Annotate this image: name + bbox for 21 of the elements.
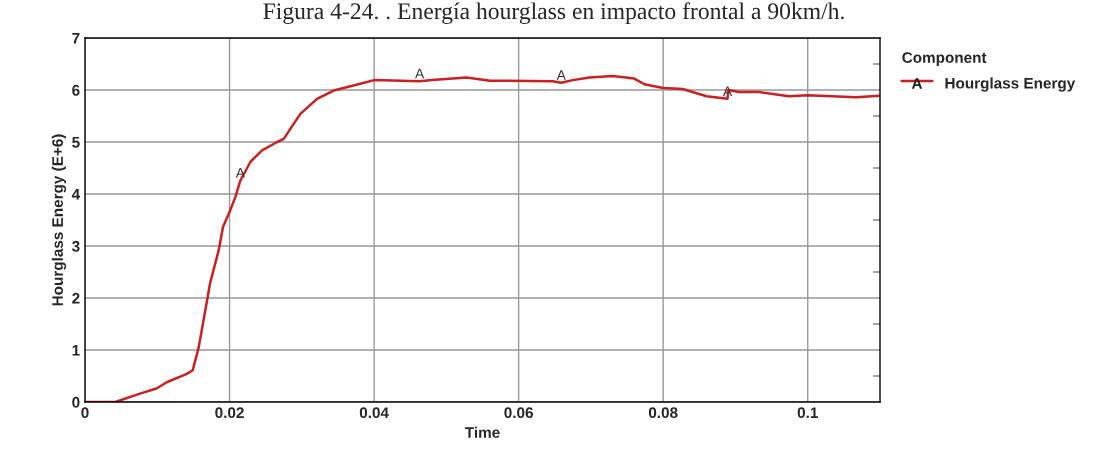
y-tick-label: 0: [72, 396, 80, 408]
legend-title: Component: [902, 52, 987, 66]
x-tick-label: 0.06: [504, 407, 533, 419]
y-tick-label: 3: [71, 240, 80, 252]
x-tick-label: 0.08: [648, 407, 678, 419]
chart-title: Figura 4-24. . Energía hourglass en impacto frontal a 90km/h.: [263, 2, 844, 25]
x-tick-label: 0.02: [215, 407, 244, 419]
y-tick-label: 5: [72, 137, 80, 148]
x-tick-label: 0.1: [797, 407, 818, 419]
annotation: A: [556, 70, 566, 80]
y-tick-label: 6: [72, 84, 80, 96]
y-tick-label: 2: [72, 292, 80, 304]
y-tick-label: 4: [71, 189, 81, 200]
annotation: A: [415, 68, 425, 79]
legend-label: Hourglass Energy: [945, 77, 1076, 92]
x-axis-title: Time: [464, 426, 500, 438]
x-tick-label: 0.04: [359, 407, 389, 419]
y-axis-title: Hourglass Energy (E+6): [51, 134, 67, 306]
y-tick-label: 1: [72, 345, 80, 356]
x-tick-label: 0: [81, 407, 89, 419]
y-tick-label: 7: [72, 33, 80, 44]
